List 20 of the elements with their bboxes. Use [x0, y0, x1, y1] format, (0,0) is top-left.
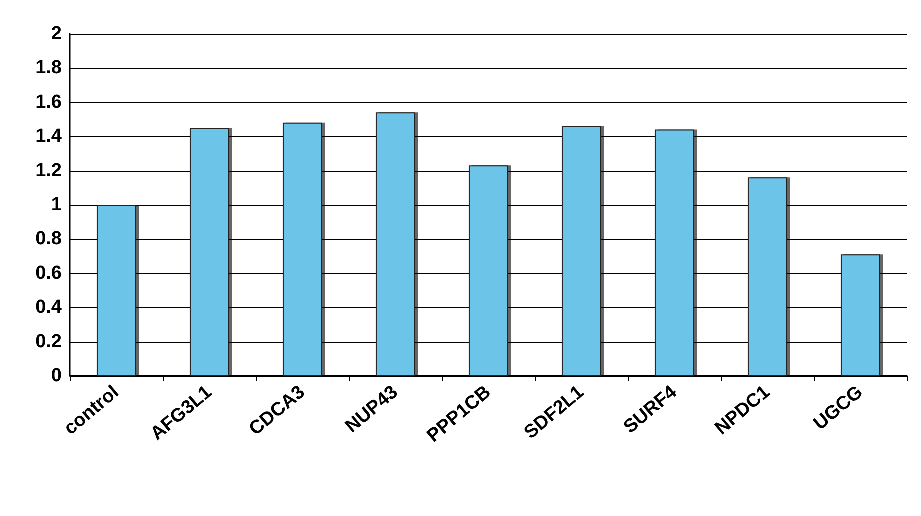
bar — [282, 122, 322, 376]
bar — [840, 254, 880, 376]
y-tick-label: 1.8 — [36, 58, 62, 79]
y-tick-label: 1.4 — [36, 126, 62, 148]
bar — [190, 128, 230, 376]
y-tick-label: 1.6 — [36, 92, 62, 113]
y-tick-label: 1 — [51, 194, 62, 216]
bar — [468, 166, 508, 376]
bar — [96, 205, 136, 376]
y-tick-label: 0.8 — [36, 228, 62, 250]
y-tick-label: 2 — [51, 24, 62, 44]
y-tick-label: 0.4 — [36, 297, 62, 318]
bar — [748, 178, 788, 376]
y-tick-label: 0.6 — [36, 262, 62, 284]
y-tick-label: 1.2 — [36, 160, 62, 182]
bar — [654, 130, 694, 376]
bar — [376, 112, 416, 376]
y-tick-label: 0.2 — [36, 331, 62, 352]
y-tick-label: 0 — [51, 366, 62, 386]
bar — [562, 126, 602, 376]
